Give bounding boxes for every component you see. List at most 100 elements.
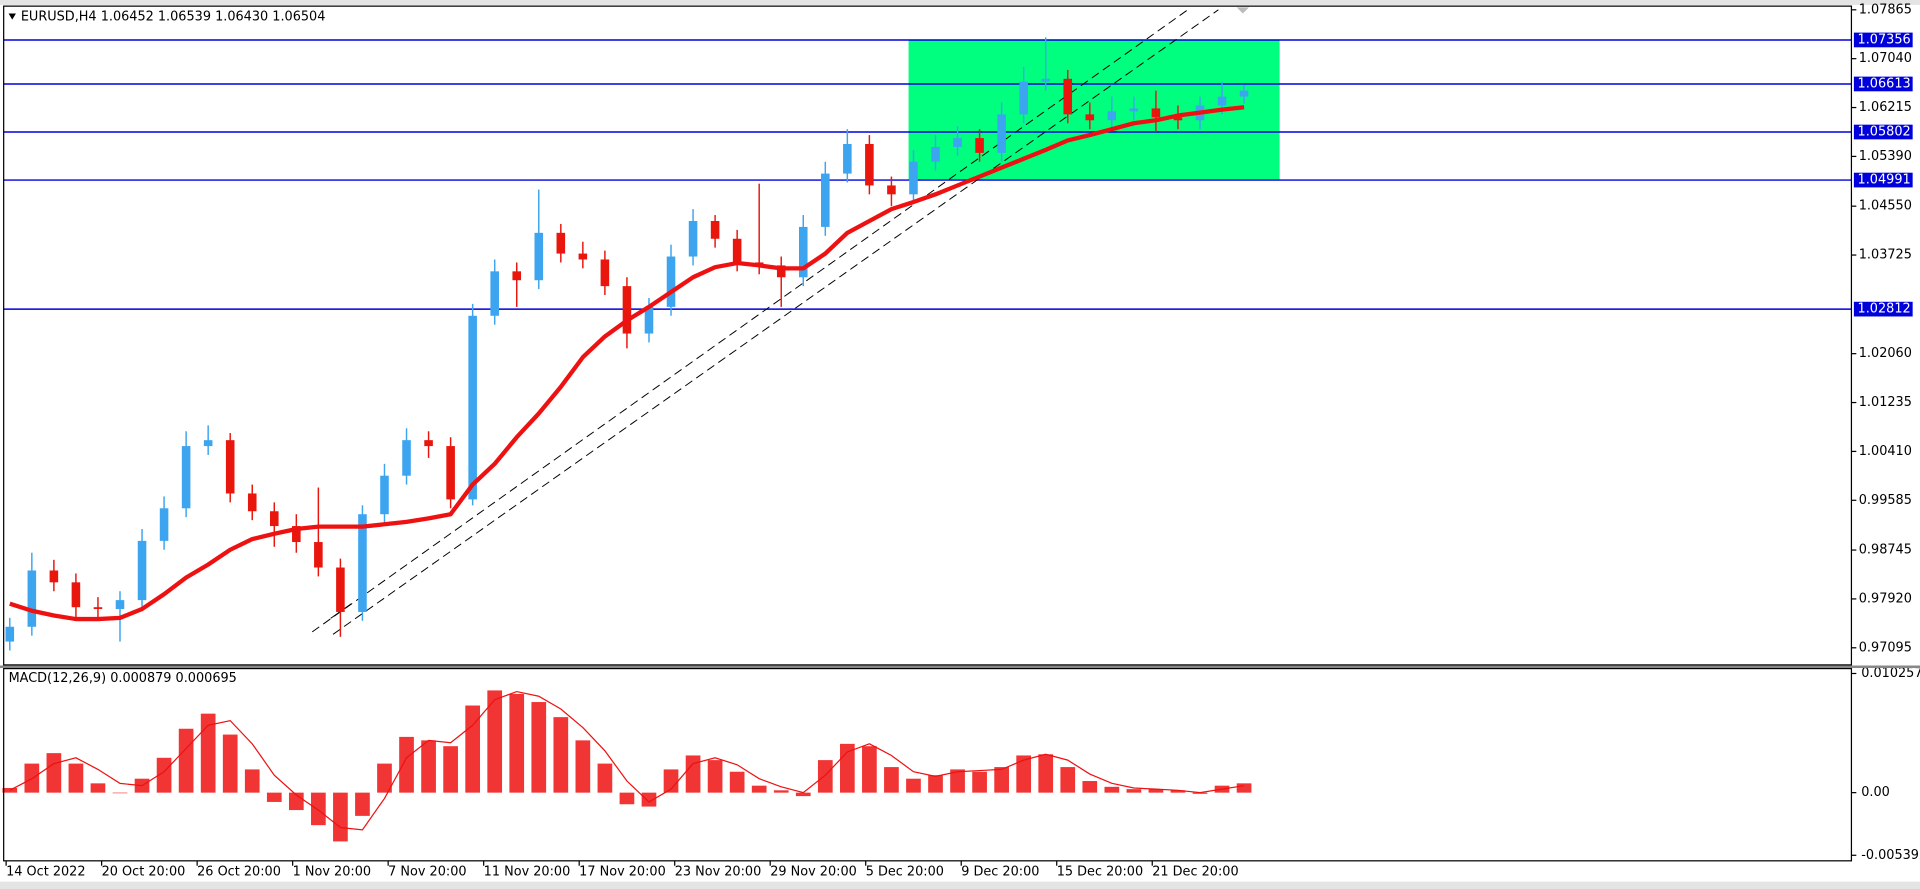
- candle-body: [314, 542, 323, 568]
- macd-bar: [884, 767, 899, 793]
- macd-bar: [1016, 755, 1032, 793]
- candle-body: [292, 526, 301, 543]
- macd-bar: [641, 792, 657, 807]
- macd-bar: [950, 769, 965, 793]
- macd-bar: [597, 763, 613, 793]
- candle-body: [1217, 96, 1227, 106]
- candle-body: [997, 114, 1006, 153]
- channel-line: [311, 9, 1189, 633]
- y-tick-label: 1.04550: [1859, 199, 1912, 214]
- macd-bar: [1082, 781, 1098, 793]
- y-tick-label: 1.00410: [1859, 444, 1912, 459]
- macd-bar: [1060, 767, 1076, 793]
- y-tick-label: 1.07865: [1859, 2, 1912, 17]
- candle-body: [468, 315, 477, 500]
- x-tick-label: 9 Dec 20:00: [961, 864, 1039, 879]
- level-label: 1.04991: [1858, 173, 1911, 188]
- candle-body: [203, 440, 213, 447]
- candle-body: [534, 232, 544, 281]
- moving-average: [9, 105, 1245, 622]
- candle-body: [821, 173, 830, 227]
- price-pane-border: [3, 5, 1853, 666]
- candle-body: [1107, 111, 1117, 121]
- macd-header: MACD(12,26,9) 0.000879 0.000695: [9, 671, 237, 686]
- macd-bar: [68, 763, 84, 793]
- x-tick-label: 14 Oct 2022: [6, 864, 85, 879]
- macd-bar: [840, 743, 855, 793]
- macd-bar: [178, 728, 194, 793]
- macd-bar: [773, 790, 789, 793]
- candle-body: [776, 265, 786, 278]
- macd-bar: [685, 755, 701, 793]
- level-label-box: [1853, 124, 1913, 140]
- macd-bar: [200, 713, 216, 793]
- x-tick-label: 15 Dec 20:00: [1057, 864, 1143, 879]
- candle-body: [137, 540, 147, 601]
- macd-bar: [906, 778, 921, 793]
- candle-body: [270, 511, 279, 527]
- y-tick-label: 1.06215: [1859, 100, 1912, 115]
- candle-body: [1019, 81, 1028, 115]
- macd-bar: [707, 760, 723, 793]
- macd-y-tick-label: -0.005392: [1861, 848, 1920, 863]
- candles-layer: [5, 37, 1249, 651]
- levels-layer: [3, 39, 1852, 310]
- y-tick-label: 0.97920: [1859, 591, 1912, 606]
- macd-bar: [1126, 789, 1142, 793]
- candle-body: [159, 508, 169, 541]
- level-label-box: [1853, 301, 1913, 317]
- shift-marker: [1236, 7, 1249, 14]
- candle-body: [931, 146, 940, 162]
- candle-body: [1151, 108, 1161, 118]
- candle-body: [5, 626, 15, 642]
- macd-bar: [156, 757, 172, 793]
- candle-body: [115, 600, 125, 609]
- candle-body: [578, 253, 588, 260]
- macd-bar: [1104, 786, 1120, 793]
- y-tick-label: 1.01235: [1859, 395, 1912, 410]
- macd-bar: [751, 785, 767, 793]
- macd-bar: [795, 792, 811, 797]
- x-tick-label: 11 Nov 20:00: [484, 864, 571, 879]
- candle-body: [181, 446, 191, 509]
- level-label: 1.02812: [1858, 302, 1911, 317]
- macd-pane-border: [3, 667, 1853, 862]
- macd-bar: [1170, 790, 1186, 793]
- candle-body: [688, 220, 698, 257]
- macd-bar: [399, 736, 414, 793]
- level-label-box: [1853, 76, 1913, 92]
- x-tick-label: 20 Oct 20:00: [102, 864, 186, 879]
- candle-body: [225, 440, 235, 494]
- candle-body: [710, 220, 720, 239]
- x-tick-label: 17 Nov 20:00: [579, 864, 666, 879]
- candle-body: [556, 232, 566, 254]
- macd-bar: [729, 771, 745, 793]
- x-tick-label: 21 Dec 20:00: [1152, 864, 1238, 879]
- candle-body: [644, 306, 654, 334]
- candle-body: [27, 570, 37, 627]
- macd-bar: [619, 792, 635, 805]
- candle-body: [446, 446, 455, 500]
- macd-bar: [421, 740, 436, 793]
- level-label-box: [1853, 172, 1913, 188]
- candle-body: [865, 143, 874, 186]
- candle-body: [336, 567, 345, 612]
- macd-bar: [972, 771, 987, 793]
- candle-body: [380, 475, 389, 515]
- macd-bar: [266, 792, 282, 802]
- macd-bar: [531, 702, 547, 793]
- macd-y-tick-label: 0.010257: [1861, 666, 1920, 681]
- x-tick-label: 29 Nov 20:00: [770, 864, 857, 879]
- candle-body: [975, 138, 984, 153]
- macd-bar: [377, 763, 392, 793]
- y-tick-label: 1.05390: [1859, 149, 1912, 164]
- candle-body: [622, 286, 632, 334]
- x-tick-label: 1 Nov 20:00: [293, 864, 371, 879]
- candle-body: [1173, 117, 1183, 121]
- candle-body: [402, 440, 411, 476]
- candle-body: [93, 607, 103, 609]
- candle-body: [358, 514, 367, 612]
- candle-body: [49, 570, 59, 583]
- level-label-box: [1853, 32, 1913, 48]
